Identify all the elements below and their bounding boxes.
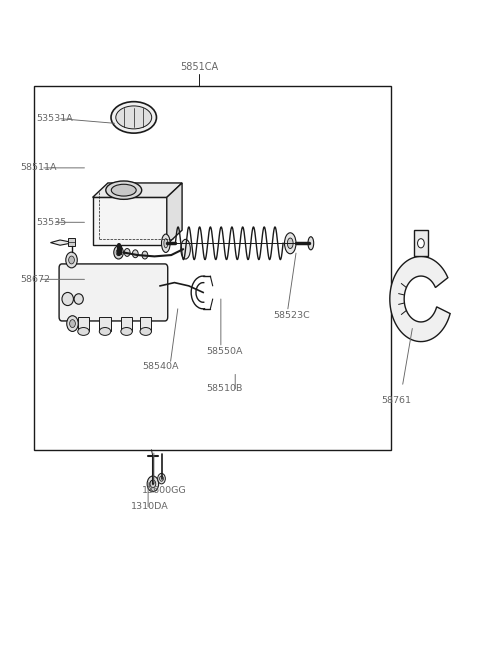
Bar [78, 317, 89, 331]
Text: 53531A: 53531A [36, 114, 73, 124]
Ellipse shape [181, 239, 191, 259]
Bar [140, 317, 152, 331]
Ellipse shape [308, 237, 314, 250]
Ellipse shape [116, 106, 152, 129]
Ellipse shape [164, 238, 168, 248]
Text: 58672: 58672 [20, 275, 50, 284]
FancyBboxPatch shape [59, 264, 168, 321]
Polygon shape [93, 183, 182, 197]
Ellipse shape [78, 328, 89, 335]
Circle shape [116, 249, 121, 256]
Polygon shape [93, 197, 167, 244]
Text: 58540A: 58540A [142, 362, 179, 371]
Ellipse shape [111, 102, 156, 133]
Circle shape [159, 476, 163, 482]
Polygon shape [414, 230, 428, 256]
Text: 58510B: 58510B [206, 384, 243, 394]
Polygon shape [167, 183, 182, 244]
Bar [121, 317, 132, 331]
Circle shape [66, 252, 77, 268]
Ellipse shape [106, 181, 142, 199]
Circle shape [150, 480, 156, 487]
Bar [99, 317, 111, 331]
Polygon shape [50, 240, 73, 245]
Circle shape [157, 474, 165, 484]
Text: 58511A: 58511A [20, 164, 56, 172]
Circle shape [124, 248, 130, 256]
Ellipse shape [288, 238, 293, 248]
Ellipse shape [140, 328, 152, 335]
Polygon shape [68, 238, 75, 246]
Bar [34, 86, 391, 450]
Circle shape [70, 320, 75, 328]
Text: 13600GG: 13600GG [142, 486, 187, 495]
Ellipse shape [74, 294, 84, 304]
Text: 53535: 53535 [36, 217, 67, 227]
Ellipse shape [285, 233, 296, 254]
Ellipse shape [99, 328, 111, 335]
Text: 58550A: 58550A [206, 347, 243, 356]
Circle shape [67, 316, 78, 331]
Ellipse shape [121, 328, 132, 335]
Ellipse shape [111, 184, 136, 196]
Circle shape [147, 476, 158, 491]
Circle shape [132, 250, 138, 258]
Text: 5851CA: 5851CA [180, 62, 218, 72]
Ellipse shape [161, 234, 170, 252]
Ellipse shape [62, 292, 73, 306]
Circle shape [418, 238, 424, 248]
Circle shape [114, 246, 123, 259]
Polygon shape [390, 256, 450, 342]
Text: 58523C: 58523C [274, 311, 310, 320]
Circle shape [69, 256, 74, 264]
Text: 1310DA: 1310DA [131, 503, 168, 511]
Text: 58761: 58761 [381, 396, 411, 405]
Circle shape [142, 251, 148, 259]
